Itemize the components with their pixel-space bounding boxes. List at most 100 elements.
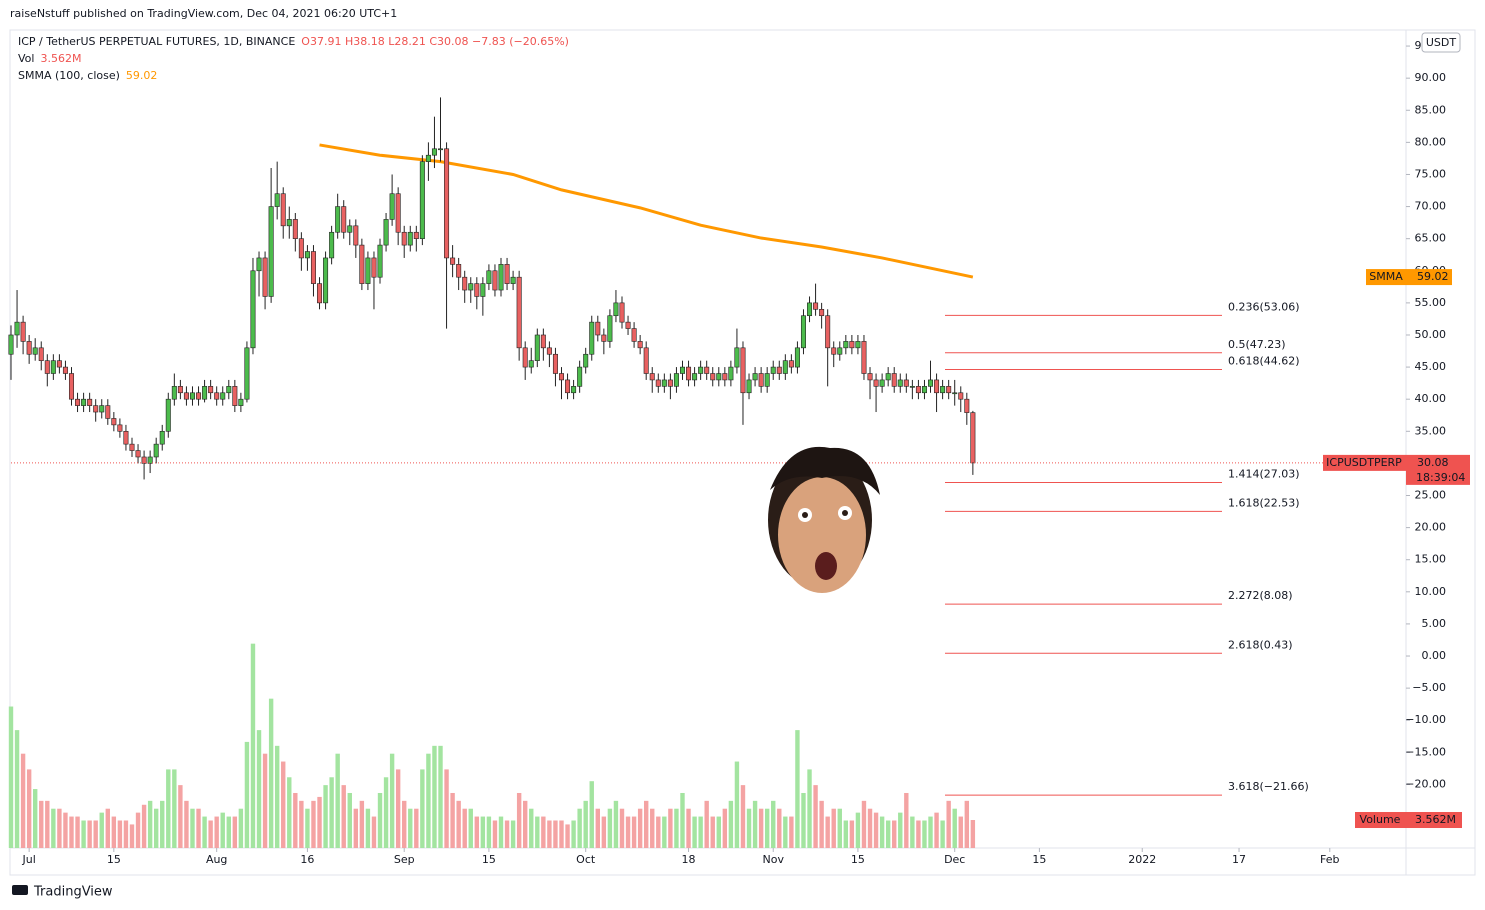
volume-bar [432,745,437,848]
volume-bar [680,792,685,848]
volume-bar [777,808,782,848]
volume-bar [268,698,274,848]
volume-bar [571,820,576,848]
candle-body [807,302,813,317]
volume-bar [438,745,443,848]
candle-body [921,386,927,394]
volume-bar [583,800,588,848]
candle-body [800,315,806,349]
candle-body [268,206,274,297]
candle-body [50,360,56,374]
volume-bar [184,800,189,848]
volume-bar [299,800,304,848]
fib-label: 0.236(53.06) [1228,300,1300,313]
candle-body [558,373,564,381]
volume-bar [462,808,467,848]
candle-body [825,315,831,349]
volume-bar [153,808,159,848]
candle-body [214,392,220,400]
candle-body [317,283,323,304]
candle-body [794,347,800,368]
candle-body [758,373,764,387]
volume-bar [414,808,419,848]
volume-bar [63,812,68,848]
volume-bar [698,816,703,848]
volume-bar [686,808,691,848]
volume-bar [426,753,431,848]
candle-body [250,270,256,349]
volume-bar [904,792,909,848]
candle-body [431,148,437,156]
candle-body [698,366,704,374]
candle-body [232,386,238,406]
smma-value: 59.02 [126,69,158,82]
candle-body [62,366,68,374]
volume-bar [879,816,885,848]
candle-body [419,161,425,239]
footer-brand: TradingView [33,885,113,900]
candle-body [353,225,359,246]
candle-body [952,392,958,395]
volume-bar [256,730,262,848]
volume-bar [341,785,346,848]
candle-body [105,405,111,419]
volume-bar [105,808,110,848]
candle-body [389,193,395,220]
candle-body [8,334,14,355]
volume-bar [831,808,836,848]
candle-body [171,386,177,400]
published-note: raiseNstuff published on TradingView.com… [10,7,397,20]
candle-body [56,360,62,368]
x-tick-label: 17 [1232,853,1246,866]
x-tick-label: Nov [762,853,784,866]
candle-body [111,418,117,426]
volume-bar [492,820,498,848]
x-tick-label: Aug [206,853,227,866]
volume-bar [795,730,800,848]
volume-bar [214,816,219,848]
y-tick-label: 15.00 [1415,553,1447,566]
candle-body [159,430,165,445]
volume-bar [547,820,552,848]
volume-bar [523,800,528,848]
candle-body [81,398,87,406]
volume-name-box [1355,812,1406,829]
candle-body [752,373,758,381]
x-tick-label: 16 [300,853,314,866]
candle-body [686,366,692,381]
volume-bar [281,761,286,848]
candle-body [746,379,752,394]
y-tick-label: 50.00 [1415,328,1447,341]
candle-body [135,450,141,458]
volume-bar [353,808,359,848]
x-tick-label: 15 [851,853,865,866]
candle-body [444,148,450,259]
candle-body [347,225,353,233]
volume-bar [39,800,44,848]
candle-body [788,360,794,368]
volume-bar [619,808,625,848]
smma-line [319,143,974,279]
volume-bar [262,753,268,848]
volume-bar [178,785,183,848]
candle-body [407,231,413,246]
x-tick-label: Feb [1320,853,1339,866]
candle-body [486,270,492,284]
smma-name: SMMA [1369,270,1403,283]
volume-bar [783,816,788,848]
volume-bar [371,816,377,848]
candle-body [849,341,855,349]
ohlc: O37.91 H38.18 L28.21 C30.08 −7.83 (−20.6… [301,35,569,48]
y-tick-label: 90.00 [1415,71,1447,84]
candle-body [728,366,734,381]
volume-bar [692,816,697,848]
candle-body [371,257,377,278]
candle-body [601,334,607,342]
volume-bar [637,808,643,848]
fib-label: 3.618(−21.66) [1228,780,1309,793]
candle-body [891,373,897,387]
volume-bar [69,816,74,848]
volume-name: Vol [18,52,34,65]
candle-body [226,386,232,394]
volume-value: 3.562M [40,52,81,65]
